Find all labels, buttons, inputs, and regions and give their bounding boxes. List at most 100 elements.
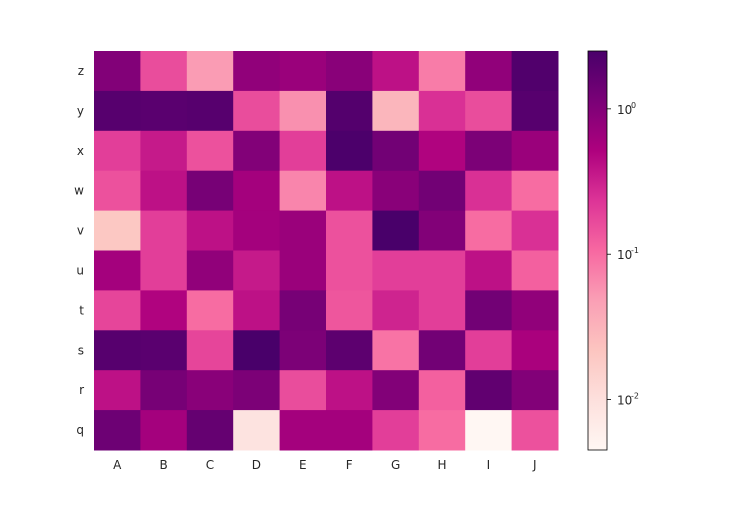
heatmap-cell-D-y: [233, 90, 281, 132]
heatmap-cell-I-s: [465, 330, 513, 371]
heatmap-cell-C-u: [186, 250, 234, 291]
heatmap-cell-J-w: [511, 170, 559, 212]
heatmap-cell-E-x: [279, 130, 327, 172]
y-tick-label: z: [78, 64, 84, 78]
heatmap-cell-J-q: [511, 410, 559, 451]
heatmap-cell-J-x: [511, 130, 559, 172]
heatmap-cell-E-r: [279, 370, 327, 411]
heatmap-cell-H-z: [418, 51, 466, 92]
heatmap-cell-E-v: [279, 210, 327, 251]
heatmap-cell-I-x: [465, 130, 513, 172]
heatmap-cell-F-q: [326, 410, 373, 451]
heatmap-cell-C-v: [186, 210, 234, 251]
x-tick-label: H: [437, 458, 446, 472]
heatmap-cell-B-x: [140, 130, 188, 172]
y-tick-label: v: [77, 224, 84, 238]
heatmap-cell-D-z: [233, 51, 281, 92]
heatmap-cell-D-t: [233, 290, 281, 331]
heatmap-cell-B-y: [140, 90, 188, 132]
heatmap-cell-E-q: [279, 410, 327, 451]
heatmap-cell-G-z: [372, 51, 420, 92]
heatmap-cell-H-w: [418, 170, 466, 212]
heatmap-cell-H-y: [418, 90, 466, 132]
heatmap-cell-J-t: [511, 290, 559, 331]
heatmap-cell-F-v: [326, 210, 373, 251]
heatmap-cell-A-w: [94, 170, 141, 212]
heatmap-cell-A-q: [94, 410, 141, 451]
x-tick-label: J: [532, 458, 537, 472]
heatmap-cell-I-z: [465, 51, 513, 92]
x-tick-label: B: [159, 458, 167, 472]
heatmap-cell-B-z: [140, 51, 188, 92]
heatmap-cell-G-r: [372, 370, 420, 411]
heatmap-cell-G-v: [372, 210, 420, 251]
heatmap-cells: [94, 51, 559, 451]
heatmap-cell-B-q: [140, 410, 188, 451]
heatmap-cell-I-u: [465, 250, 513, 291]
y-tick-label: w: [74, 184, 84, 198]
heatmap-cell-H-v: [418, 210, 466, 251]
x-tick-label: E: [299, 458, 307, 472]
x-axis-ticks: A B C D E F G H I J: [113, 458, 536, 472]
heatmap-cell-F-x: [326, 130, 373, 172]
heatmap-cell-A-t: [94, 290, 141, 331]
heatmap-cell-G-s: [372, 330, 420, 371]
heatmap-cell-G-u: [372, 250, 420, 291]
heatmap-cell-G-w: [372, 170, 420, 212]
colorbar-tick-label: 10: [617, 103, 632, 117]
heatmap-cell-A-u: [94, 250, 141, 291]
heatmap-cell-C-z: [186, 51, 234, 92]
heatmap-cell-B-r: [140, 370, 188, 411]
x-tick-label: D: [252, 458, 261, 472]
y-tick-label: s: [78, 343, 84, 357]
heatmap-cell-H-u: [418, 250, 466, 291]
heatmap-cell-F-u: [326, 250, 373, 291]
heatmap-cell-F-w: [326, 170, 373, 212]
x-tick-label: A: [113, 458, 122, 472]
heatmap-cell-A-v: [94, 210, 141, 251]
heatmap-cell-J-u: [511, 250, 559, 291]
heatmap-cell-C-s: [186, 330, 234, 371]
colorbar-gradient: [587, 50, 608, 451]
heatmap-cell-I-y: [465, 90, 513, 132]
heatmap-cell-F-s: [326, 330, 373, 371]
heatmap-cell-D-q: [233, 410, 281, 451]
heatmap-cell-C-q: [186, 410, 234, 451]
colorbar-tick-exponent: -1: [631, 246, 639, 255]
heatmap-cell-E-t: [279, 290, 327, 331]
heatmap-cell-D-w: [233, 170, 281, 212]
heatmap-cell-C-y: [186, 90, 234, 132]
heatmap-cell-C-r: [186, 370, 234, 411]
heatmap-cell-H-s: [418, 330, 466, 371]
heatmap-cell-I-w: [465, 170, 513, 212]
heatmap-cell-E-u: [279, 250, 327, 291]
heatmap-cell-G-x: [372, 130, 420, 172]
heatmap-cell-C-w: [186, 170, 234, 212]
heatmap-cell-H-x: [418, 130, 466, 172]
y-tick-label: q: [76, 423, 84, 437]
heatmap-cell-A-y: [94, 90, 141, 132]
heatmap-cell-H-t: [418, 290, 466, 331]
heatmap-cell-E-w: [279, 170, 327, 212]
heatmap-cell-I-v: [465, 210, 513, 251]
heatmap-cell-G-t: [372, 290, 420, 331]
heatmap-cell-A-z: [94, 51, 141, 92]
y-tick-label: x: [77, 144, 84, 158]
y-tick-label: u: [76, 263, 84, 277]
x-tick-label: G: [391, 458, 400, 472]
heatmap-cell-D-x: [233, 130, 281, 172]
heatmap-cell-E-y: [279, 90, 327, 132]
heatmap-cell-J-v: [511, 210, 559, 251]
heatmap-cell-B-w: [140, 170, 188, 212]
colorbar-tick-exponent: 0: [631, 101, 636, 110]
colorbar-tick-label: 10: [617, 394, 632, 408]
heatmap-cell-J-z: [511, 51, 559, 92]
heatmap-cell-J-r: [511, 370, 559, 411]
heatmap-cell-F-z: [326, 51, 373, 92]
heatmap-cell-C-t: [186, 290, 234, 331]
heatmap-cell-F-y: [326, 90, 373, 132]
y-tick-label: y: [77, 104, 84, 118]
